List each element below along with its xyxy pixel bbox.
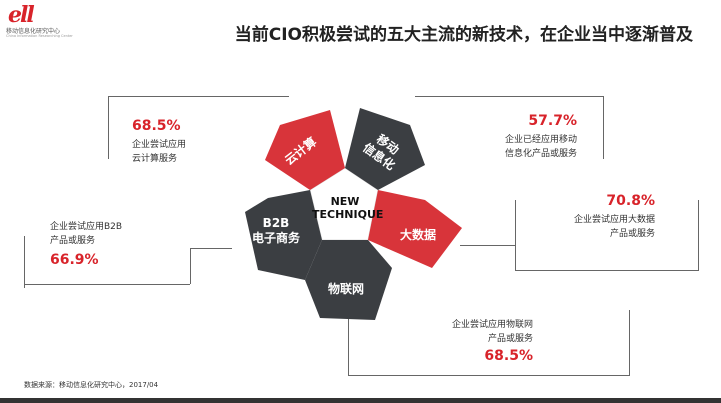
petal-bigdata-label: 大数据 — [400, 228, 437, 242]
stat-iot-pct: 68.5% — [484, 348, 533, 364]
bottom-bar — [0, 398, 721, 403]
connector-b2b-bottom — [24, 284, 190, 285]
stat-mobile-pct: 57.7% — [528, 113, 577, 129]
petal-cloud — [265, 110, 345, 190]
petal-iot-label: 物联网 — [328, 282, 365, 296]
stat-iot-desc-1: 企业尝试应用物联网 — [451, 320, 533, 330]
petal-iot — [305, 240, 392, 320]
stat-bigdata-pct: 70.8% — [606, 193, 655, 209]
stat-mobile-desc-1: 企业已经应用移动 — [504, 135, 577, 145]
stat-mobile-desc-2: 信息化产品或服务 — [504, 149, 577, 159]
logo-name-cn: 移动信息化研究中心 — [6, 28, 61, 35]
logo: ell 移动信息化研究中心 China Information Research… — [6, 2, 76, 42]
connector-b2b — [24, 248, 191, 284]
connector-bigdata-h — [460, 245, 515, 246]
page-title: 当前CIO积极尝试的五大主流的新技术，在企业当中逐渐普及 — [234, 25, 693, 45]
connector-b2b-h — [190, 248, 232, 249]
stat-bigdata-desc-1: 企业尝试应用大数据 — [573, 215, 655, 225]
connector-cloud — [108, 96, 289, 159]
connector-b2b-left — [24, 236, 25, 288]
stat-cloud: 68.5% 企业尝试应用 云计算服务 — [132, 118, 186, 166]
stat-bigdata: 70.8% 企业尝试应用大数据 产品或服务 — [574, 193, 655, 241]
center-label: NEW TECHNIQUE — [312, 195, 384, 221]
stat-cloud-pct: 68.5% — [132, 118, 181, 134]
connector-mobile — [415, 96, 604, 159]
petal-bigdata — [368, 190, 462, 268]
data-source: 数据来源：移动信息化研究中心，2017/04 — [24, 381, 159, 389]
stat-cloud-desc-2: 云计算服务 — [132, 154, 178, 164]
connector-iot — [348, 310, 630, 376]
stat-b2b-pct: 66.9% — [50, 252, 99, 268]
connector-bigdata — [515, 200, 699, 271]
logo-name-en: China Information Researching Center — [6, 34, 73, 38]
stat-cloud-desc-1: 企业尝试应用 — [132, 140, 187, 150]
stat-iot-desc-2: 产品或服务 — [487, 334, 533, 344]
stat-iot: 企业尝试应用物联网 产品或服务 68.5% — [452, 318, 533, 364]
stat-b2b: 企业尝试应用B2B 产品或服务 66.9% — [50, 220, 122, 268]
petal-mobile — [345, 108, 425, 190]
stat-b2b-desc-2: 产品或服务 — [50, 236, 96, 246]
stat-bigdata-desc-2: 产品或服务 — [609, 229, 655, 239]
petal-b2b-label: B2B 电子商务 — [252, 216, 301, 245]
stat-mobile: 57.7% 企业已经应用移动 信息化产品或服务 — [505, 113, 577, 161]
petal-b2b — [245, 190, 322, 280]
stat-b2b-desc-1: 企业尝试应用B2B — [50, 222, 123, 232]
logo-mark: ell — [8, 2, 35, 28]
